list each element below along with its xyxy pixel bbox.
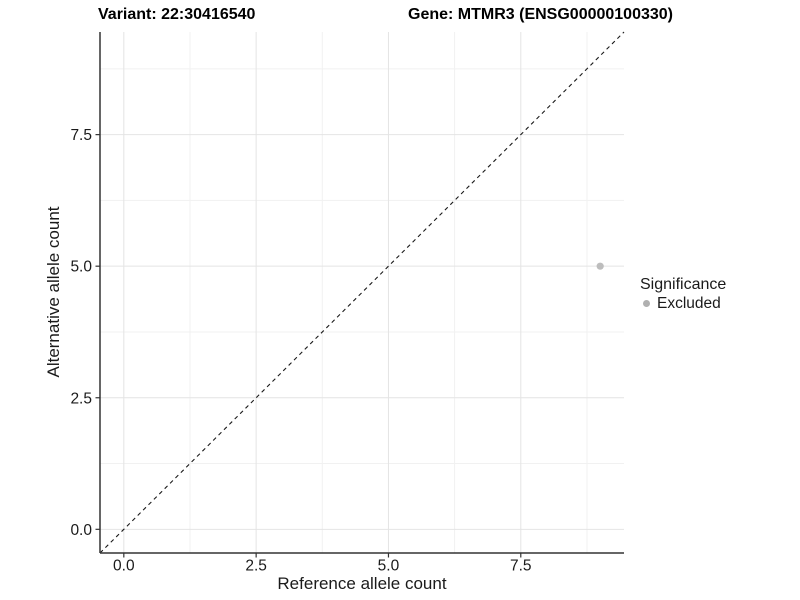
legend-title: Significance (640, 276, 727, 293)
x-axis-title: Reference allele count (277, 574, 447, 593)
y-tick-label: 2.5 (70, 390, 92, 407)
x-tick-label: 0.0 (113, 558, 135, 575)
identity-reference-line (99, 31, 625, 554)
plot-title-variant: Variant: 22:30416540 (98, 6, 256, 23)
legend: Significance Excluded (640, 275, 795, 313)
legend-item-label: Excluded (657, 294, 721, 312)
legend-marker-circle-icon (643, 300, 650, 307)
y-tick-label: 5.0 (70, 259, 92, 276)
x-tick-label: 5.0 (378, 558, 400, 575)
data-point (596, 262, 604, 270)
plot-title-gene: Gene: MTMR3 (ENSG00000100330) (408, 6, 673, 23)
x-tick-label: 7.5 (510, 558, 532, 575)
y-tick-label: 0.0 (70, 522, 92, 539)
y-tick-label: 7.5 (70, 127, 92, 144)
y-axis-title: Alternative allele count (44, 206, 63, 378)
legend-item-excluded: Excluded (640, 294, 795, 313)
x-tick-label: 2.5 (245, 558, 267, 575)
